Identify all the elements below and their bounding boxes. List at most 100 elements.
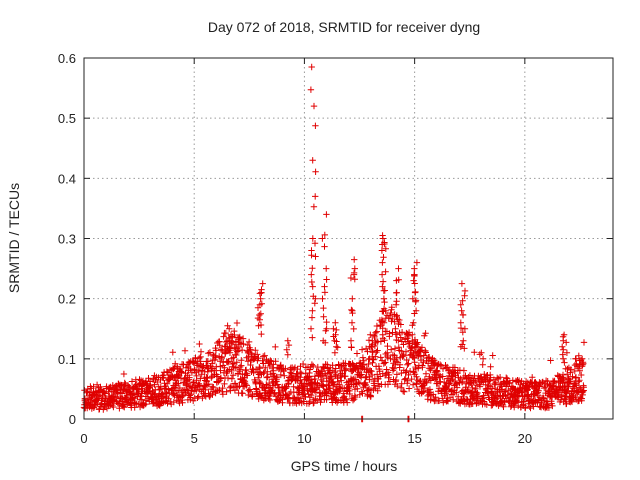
data-point (446, 380, 453, 387)
data-point (255, 374, 262, 381)
data-point (435, 371, 442, 378)
data-point (563, 339, 570, 346)
data-point (196, 354, 203, 362)
data-point (341, 395, 349, 402)
data-point (380, 360, 387, 367)
data-point (381, 298, 388, 306)
data-point (308, 314, 316, 321)
data-point (400, 352, 407, 359)
data-point (351, 265, 358, 272)
data-point (459, 311, 467, 318)
data-point (195, 393, 202, 400)
data-point (208, 374, 215, 381)
data-point (224, 343, 231, 350)
data-point (411, 359, 418, 366)
data-point (547, 357, 554, 364)
data-point (226, 325, 233, 332)
data-point (411, 336, 419, 343)
data-point (156, 386, 163, 394)
data-point (414, 376, 421, 384)
data-point (124, 400, 131, 408)
data-point (276, 389, 283, 396)
data-point (384, 342, 391, 350)
data-point (459, 329, 466, 336)
data-point (362, 381, 369, 388)
data-point (175, 380, 182, 387)
data-point (144, 389, 151, 397)
data-point (290, 383, 297, 390)
data-point (432, 375, 439, 382)
data-point (270, 367, 277, 374)
data-point (239, 335, 247, 342)
data-point (217, 346, 225, 353)
data-point (369, 359, 376, 366)
data-point (564, 387, 572, 394)
data-point (396, 361, 404, 368)
data-point (567, 378, 574, 385)
data-point (226, 349, 234, 356)
data-point (323, 276, 330, 283)
data-point (196, 340, 203, 348)
data-point (420, 388, 427, 395)
data-point (321, 289, 329, 296)
data-point (309, 283, 316, 290)
data-point (308, 63, 315, 71)
data-point (319, 295, 326, 302)
data-point (322, 339, 329, 346)
data-point (579, 355, 586, 362)
data-point (309, 334, 316, 341)
data-point (487, 374, 494, 381)
y-tick-label: 0.5 (58, 111, 76, 126)
data-point (163, 380, 171, 387)
data-point (239, 390, 246, 397)
data-point (489, 352, 496, 359)
data-point (121, 404, 128, 411)
data-point (397, 321, 404, 328)
data-point (422, 349, 429, 356)
data-point (426, 354, 433, 361)
data-point (460, 393, 467, 401)
data-point (319, 235, 326, 242)
data-point (309, 265, 316, 272)
data-point (561, 359, 568, 366)
data-point (579, 388, 587, 395)
data-point (351, 256, 358, 263)
data-point (424, 360, 432, 367)
data-point (355, 379, 362, 386)
data-point (219, 384, 226, 392)
data-point (245, 338, 253, 346)
data-point (227, 337, 235, 344)
data-point (265, 395, 272, 402)
data-point (358, 371, 365, 378)
data-point (379, 278, 387, 285)
data-point (204, 358, 212, 365)
data-point (382, 307, 389, 314)
data-point (560, 376, 567, 383)
data-point (348, 319, 356, 326)
chart-title: Day 072 of 2018, SRMTID for receiver dyn… (208, 19, 480, 35)
data-point (421, 384, 428, 392)
data-point (338, 377, 345, 384)
data-point (202, 386, 209, 394)
data-point (147, 383, 154, 390)
data-point (575, 378, 582, 385)
data-point (379, 283, 386, 290)
data-point (333, 343, 340, 350)
data-point (186, 374, 193, 381)
data-point (238, 346, 246, 354)
data-point (391, 345, 399, 352)
data-point (128, 378, 136, 385)
data-point (90, 383, 97, 390)
x-tick-label: 5 (191, 431, 198, 446)
data-point (439, 373, 446, 380)
data-point (500, 403, 507, 410)
data-point (453, 384, 461, 391)
data-point (382, 268, 389, 275)
data-point (308, 278, 315, 286)
data-point (398, 380, 405, 387)
data-point (266, 396, 274, 404)
data-point (365, 337, 373, 344)
data-point (457, 319, 464, 326)
data-point (116, 405, 123, 412)
data-point (193, 387, 200, 394)
